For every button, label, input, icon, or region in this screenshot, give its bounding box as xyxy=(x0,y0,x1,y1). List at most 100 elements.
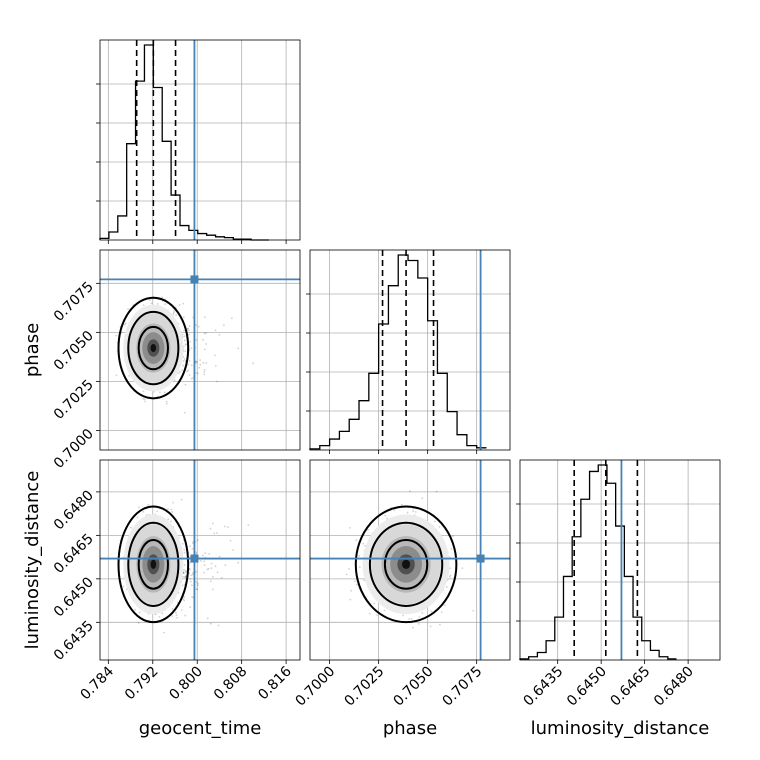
sample-point xyxy=(203,564,206,566)
sample-point xyxy=(217,624,220,627)
sample-point xyxy=(354,580,356,583)
x-tick-label: 0.800 xyxy=(166,664,206,704)
x-axis-title-geocent_time: geocent_time xyxy=(139,718,262,739)
sample-point xyxy=(130,526,133,529)
histogram-panel-phase xyxy=(306,249,511,451)
sample-point xyxy=(210,567,213,570)
sample-point xyxy=(124,322,127,325)
sample-point xyxy=(461,567,464,570)
sample-point xyxy=(429,625,432,628)
contour-line xyxy=(117,296,190,400)
sample-point xyxy=(167,518,170,521)
sample-point xyxy=(122,585,125,588)
sample-point xyxy=(358,566,361,569)
sample-point xyxy=(363,579,366,582)
sample-point xyxy=(161,612,164,615)
sample-point xyxy=(175,614,178,617)
sample-point xyxy=(194,372,197,374)
sample-point xyxy=(196,588,199,591)
sample-point xyxy=(182,598,185,601)
sample-point xyxy=(182,572,185,575)
sample-point xyxy=(163,631,166,634)
sample-point xyxy=(182,364,185,367)
sample-point xyxy=(183,358,186,360)
sample-point xyxy=(214,329,217,332)
histogram-steps xyxy=(309,254,487,450)
sample-point xyxy=(187,363,190,366)
sample-point xyxy=(181,542,184,545)
sample-point xyxy=(237,347,240,350)
sample-point xyxy=(227,526,229,529)
sample-point xyxy=(450,548,453,550)
sample-point xyxy=(188,567,191,570)
contour-line xyxy=(368,521,444,607)
sample-point xyxy=(183,339,186,342)
sample-point xyxy=(189,577,192,580)
y-tick-label: 0.6480 xyxy=(51,487,97,533)
panel-content xyxy=(100,250,300,450)
sample-point xyxy=(190,580,192,583)
sample-point xyxy=(186,327,189,330)
truth-marker xyxy=(190,554,199,563)
sample-point xyxy=(191,584,193,586)
sample-point xyxy=(188,329,190,332)
sample-point xyxy=(214,565,217,568)
sample-point xyxy=(164,303,167,306)
sample-point xyxy=(167,508,169,510)
sample-point xyxy=(115,334,118,337)
sample-point xyxy=(161,296,164,299)
sample-point xyxy=(199,359,201,361)
sample-point xyxy=(159,391,161,394)
sample-point xyxy=(190,364,193,367)
sample-point xyxy=(183,599,186,602)
sample-point xyxy=(183,329,185,332)
sample-point xyxy=(204,316,206,319)
sample-point xyxy=(184,383,187,386)
sample-point xyxy=(205,343,207,345)
sample-point xyxy=(124,323,126,326)
contour-line xyxy=(354,505,458,624)
sample-point xyxy=(142,510,145,513)
sample-point xyxy=(195,553,198,555)
sample-point xyxy=(137,621,140,624)
x-tick-label: 0.784 xyxy=(77,663,117,703)
sample-point xyxy=(183,575,185,578)
sample-point xyxy=(349,598,352,601)
sample-point xyxy=(173,310,175,312)
sample-point xyxy=(142,304,145,306)
sample-point xyxy=(373,602,376,605)
sample-point xyxy=(190,574,193,577)
x-tick-label: 0.6480 xyxy=(651,664,697,710)
sample-point xyxy=(175,616,178,619)
panel-frame xyxy=(99,39,301,241)
sample-point xyxy=(406,511,409,514)
sample-point xyxy=(134,608,136,611)
sample-point xyxy=(184,576,187,579)
sample-point xyxy=(171,511,174,513)
sample-point xyxy=(170,520,172,523)
sample-point xyxy=(183,596,186,598)
sample-point xyxy=(165,400,168,403)
sample-point xyxy=(142,390,145,393)
sample-point xyxy=(449,574,452,577)
sample-point xyxy=(188,325,191,327)
sample-point xyxy=(202,554,204,557)
sample-point xyxy=(345,573,348,576)
sample-point xyxy=(230,317,233,320)
sample-point xyxy=(212,588,214,591)
sample-point xyxy=(185,343,187,345)
sample-point xyxy=(172,313,175,316)
x-tick-label: 0.792 xyxy=(122,664,162,704)
sample-point xyxy=(237,561,240,564)
sample-point xyxy=(216,380,218,383)
panel-frame xyxy=(309,459,511,661)
sample-point xyxy=(196,539,199,541)
panel-frame xyxy=(309,249,511,451)
sample-point xyxy=(195,570,198,573)
sample-point xyxy=(184,614,187,617)
sample-point xyxy=(182,302,185,305)
sample-point xyxy=(128,375,131,377)
sample-point xyxy=(183,411,186,414)
sample-point xyxy=(408,490,411,493)
